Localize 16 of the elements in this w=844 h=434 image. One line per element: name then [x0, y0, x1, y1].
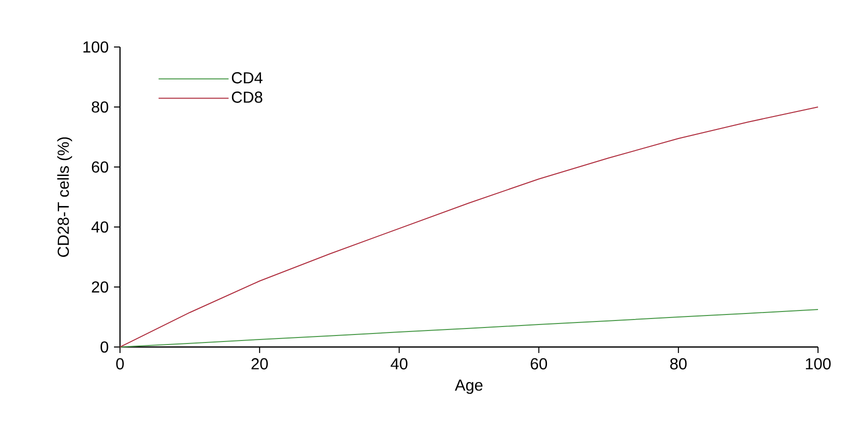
legend-label: CD8	[232, 92, 262, 103]
x-tick-label: 60	[530, 358, 548, 370]
y-tick-label: 80	[92, 101, 108, 113]
x-axis-title: Age	[454, 380, 482, 394]
x-tick-label: 0	[116, 358, 124, 370]
y-tick-label: 20	[92, 281, 108, 293]
y-tick-label: 60	[92, 161, 108, 173]
y-tick-label: 0	[100, 341, 108, 353]
y-axis-title: CD28-T cells (%)	[57, 137, 72, 257]
y-tick-label: 100	[83, 41, 108, 53]
x-tick-label: 100	[806, 358, 831, 370]
x-tick-label: 40	[390, 358, 408, 370]
x-tick-label: 80	[670, 358, 687, 370]
x-tick-label: 20	[252, 358, 268, 370]
legend-label: CD4	[232, 72, 262, 84]
y-tick-label: 40	[91, 221, 108, 233]
